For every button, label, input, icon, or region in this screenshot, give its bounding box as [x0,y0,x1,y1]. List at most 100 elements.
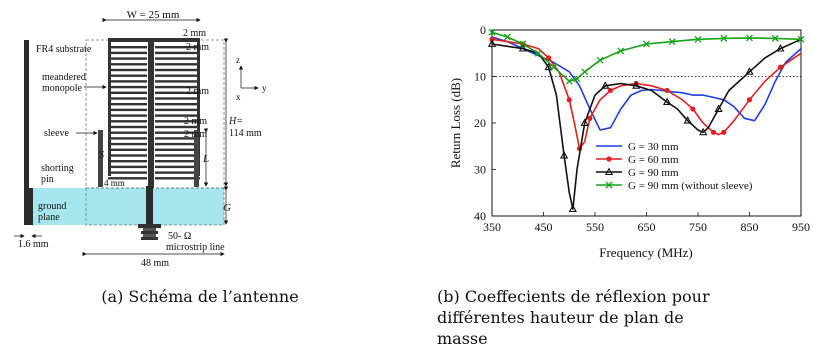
caption-a: (a) Schéma de l’antenne [101,287,299,306]
meander-finger-left [108,137,147,140]
meander-finger-left [108,63,147,66]
y-tick-label: 10 [474,70,486,84]
thickness-label: 1.6 mm [18,239,49,250]
ground-label-2: plane [38,212,60,223]
meander-finger-left [108,46,147,49]
h-label-2: 114 mm [229,128,262,139]
data-point-x [694,35,702,43]
caption-b-line-1: (b) Coeffecients de réflexion pour [437,287,710,306]
meander-finger-right [155,68,200,72]
coordinate-axes: z y x [236,55,267,102]
meander-finger-right [155,63,200,66]
sleeve-gap-label: 2 mm [184,116,207,127]
meander-finger-left [108,57,147,60]
data-point-triangle [604,167,614,175]
shorting-label-2: pin [41,174,54,185]
data-point-x [534,49,542,57]
data-point-circle [606,156,612,162]
data-point-x [596,56,604,64]
data-point-x [771,34,779,42]
meander-finger-right [155,108,200,112]
substrate-label: FR4 substrate [36,44,92,55]
axis-z-label: z [236,55,240,65]
data-point-circle [777,64,784,70]
series-4 [488,28,805,85]
y-tick-label: 30 [474,163,486,177]
meander-finger-left [108,154,147,157]
series-line [491,36,802,131]
data-point-x [503,33,511,41]
meander-finger-right [155,74,200,77]
meander-finger-right [155,131,200,134]
meander-finger-left [108,80,147,83]
meander-finger-right [155,91,200,94]
meander-finger-right [155,97,200,100]
data-point-x [797,35,805,43]
meander-finger-right [155,85,200,89]
data-point-triangle [544,62,553,71]
data-point-x [565,77,573,85]
series-line [491,38,802,210]
meander-finger-right [155,103,200,106]
data-point-circle [746,97,753,103]
pitch-label-2: 2 mm [186,86,209,97]
s-label: S [99,150,104,161]
monopole-label-2: monopole [42,83,83,94]
antenna-schematic: W = 25 mm 2 mm FR4 substrate meandered m… [14,9,267,269]
meander-finger-right [155,171,200,174]
meander-finger-right [155,114,200,117]
meander-finger-left [108,91,147,94]
meander-finger-right [155,142,200,146]
meander-finger-right [155,160,200,163]
x-tick-label: 850 [741,220,759,234]
meander-finger-right [155,80,200,83]
data-point-x [550,63,558,71]
data-point-circle [587,115,593,121]
meander-finger-left [108,103,147,106]
meander-finger-right [155,154,200,157]
meander-finger-right [155,57,200,60]
x-tick-label: 550 [586,220,604,234]
meander-finger-left [108,51,147,55]
sleeve-label: sleeve [44,128,70,139]
series-3 [487,38,802,212]
x-tick-label: 450 [535,220,553,234]
data-point-triangle [568,204,577,212]
meander-finger-right [155,137,200,140]
data-point-circle [607,87,614,94]
meander-finger-left [108,148,147,151]
series-1 [491,36,802,131]
data-point-x [573,75,581,83]
data-point-x [746,34,753,42]
meander-finger-left [108,114,147,117]
meander-finger-left [108,160,147,163]
caption-b: (b) Coeffecients de réflexion pour diffé… [437,286,809,349]
meander-finger-left [108,125,147,129]
data-point-triangle [699,127,708,136]
meandered-monopole [108,38,200,188]
legend-entry: G = 90 mm [628,167,679,179]
data-point-x [519,40,527,48]
caption-b-line-3: masse [437,329,488,348]
data-point-x [617,47,625,55]
data-point-triangle [745,67,754,75]
meander-finger-left [108,108,147,112]
meander-finger-right [155,46,200,49]
data-point-circle [489,36,495,42]
data-point-triangle [580,118,589,126]
data-point-x [581,68,589,76]
monopole-label-1: meandered [42,72,86,83]
x-tick-label: 750 [689,220,707,234]
legend-entry: G = 30 mm [628,141,679,153]
data-point-triangle [683,116,692,124]
data-point-triangle [518,44,528,52]
meander-finger-right [155,120,200,123]
data-point-x [668,38,676,46]
feed-label-2: microstrip line [166,242,225,253]
meander-finger-right [155,165,200,169]
data-point-triangle [776,44,785,52]
data-point-circle [664,87,670,94]
data-point-x [605,181,613,189]
meander-finger-right [155,148,200,151]
